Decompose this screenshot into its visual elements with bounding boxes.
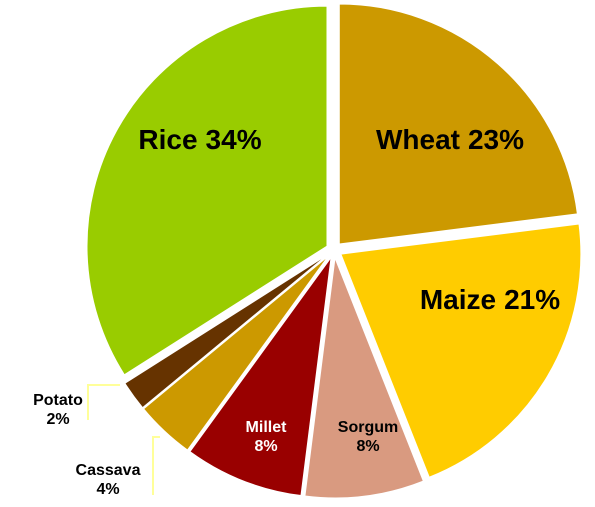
slice-label: Cassava 4%	[76, 462, 141, 498]
slice-label: Sorgum 8%	[338, 419, 398, 455]
slice-value: 2%	[46, 411, 69, 428]
pie-slice	[124, 254, 328, 409]
slice-value: 4%	[96, 481, 119, 498]
slice-name: Potato	[33, 392, 83, 409]
slice-value: 21%	[504, 284, 560, 315]
slice-value: 8%	[254, 438, 277, 455]
pie-slice	[189, 257, 332, 497]
slice-value: 8%	[356, 438, 379, 455]
slice-name: Millet	[246, 419, 288, 436]
pie-slice	[142, 255, 329, 451]
slice-value: 34%	[206, 124, 262, 155]
pie-slice	[338, 3, 578, 245]
leader-line	[87, 384, 120, 420]
slice-label: Wheat 23%	[376, 124, 524, 155]
slice-label: Potato 2%	[33, 392, 83, 428]
slice-label: Millet 8%	[246, 419, 288, 455]
slice-name: Rice	[138, 124, 197, 155]
slice-name: Maize	[420, 284, 496, 315]
slice-name: Wheat	[376, 124, 460, 155]
slice-value: 23%	[468, 124, 524, 155]
pie-slice	[86, 5, 328, 376]
slice-label: Maize 21%	[420, 284, 560, 315]
leader-line	[152, 436, 160, 495]
slice-name: Sorgum	[338, 419, 398, 436]
slice-label: Rice 34%	[138, 124, 261, 155]
pie-slice	[340, 223, 582, 478]
slice-name: Cassava	[76, 462, 141, 479]
pie-slice	[304, 257, 425, 499]
